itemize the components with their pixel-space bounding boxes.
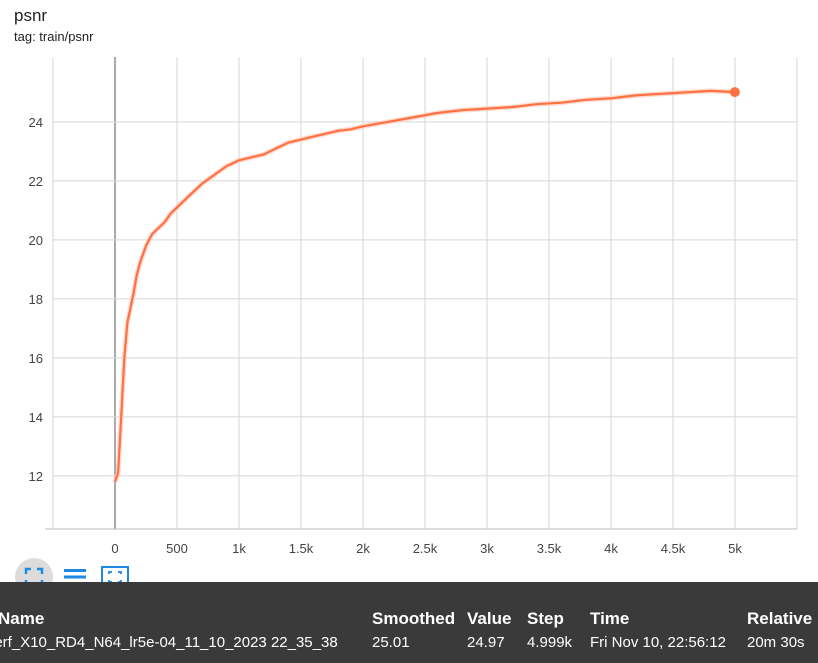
x-tick-label: 4k bbox=[604, 541, 618, 556]
series-line bbox=[113, 89, 735, 483]
x-tick-label: 4.5k bbox=[661, 541, 686, 556]
axes: 0 500 1k 1.5k 2k 2.5k 3k 3.5k 4k 4.5k 5k 12 14 16 18 20… bbox=[29, 115, 797, 556]
x-tick-label: 1.5k bbox=[289, 541, 314, 556]
row-smoothed: 25.01 bbox=[372, 634, 410, 651]
data-tooltip: Name Smoothed Value Step Time Relative n… bbox=[0, 582, 818, 663]
y-tick-label: 22 bbox=[29, 174, 43, 189]
x-tick-label: 1k bbox=[232, 541, 246, 556]
header-smoothed: Smoothed bbox=[372, 609, 456, 628]
row-relative: 20m 30s bbox=[747, 634, 805, 651]
chart-title: psnr bbox=[14, 6, 48, 25]
row-time: Fri Nov 10, 22:56:12 bbox=[590, 634, 726, 651]
row-step: 4.999k bbox=[527, 634, 573, 651]
x-tick-label: 3k bbox=[480, 541, 494, 556]
header-relative: Relative bbox=[747, 609, 813, 628]
x-tick-label: 500 bbox=[166, 541, 188, 556]
x-tick-label: 0 bbox=[111, 541, 118, 556]
chart-tag: tag: train/psnr bbox=[14, 29, 94, 44]
y-tick-label: 14 bbox=[29, 410, 43, 425]
y-tick-label: 18 bbox=[29, 292, 43, 307]
last-point-marker bbox=[729, 87, 740, 98]
row-name: nerf_X10_RD4_N64_lr5e-04_11_10_2023 22_3… bbox=[0, 634, 338, 651]
x-tick-label: 2k bbox=[356, 541, 370, 556]
y-tick-label: 24 bbox=[29, 115, 43, 130]
header-step: Step bbox=[527, 609, 564, 628]
grid-lines bbox=[52, 57, 798, 529]
y-tick-label: 12 bbox=[29, 469, 43, 484]
y-tick-label: 20 bbox=[29, 233, 43, 248]
header-name: Name bbox=[0, 609, 45, 628]
line-chart[interactable]: 0 500 1k 1.5k 2k 2.5k 3k 3.5k 4k 4.5k 5k 12 14 16 18 20… bbox=[0, 0, 818, 560]
x-tick-label: 3.5k bbox=[537, 541, 562, 556]
fit-domain-icon bbox=[24, 567, 44, 587]
header-time: Time bbox=[590, 609, 630, 628]
header-value: Value bbox=[467, 609, 512, 628]
x-tick-label: 2.5k bbox=[413, 541, 438, 556]
row-value: 24.97 bbox=[467, 634, 505, 651]
x-tick-label: 5k bbox=[728, 541, 742, 556]
series-layer bbox=[112, 87, 740, 483]
y-tick-label: 16 bbox=[29, 351, 43, 366]
